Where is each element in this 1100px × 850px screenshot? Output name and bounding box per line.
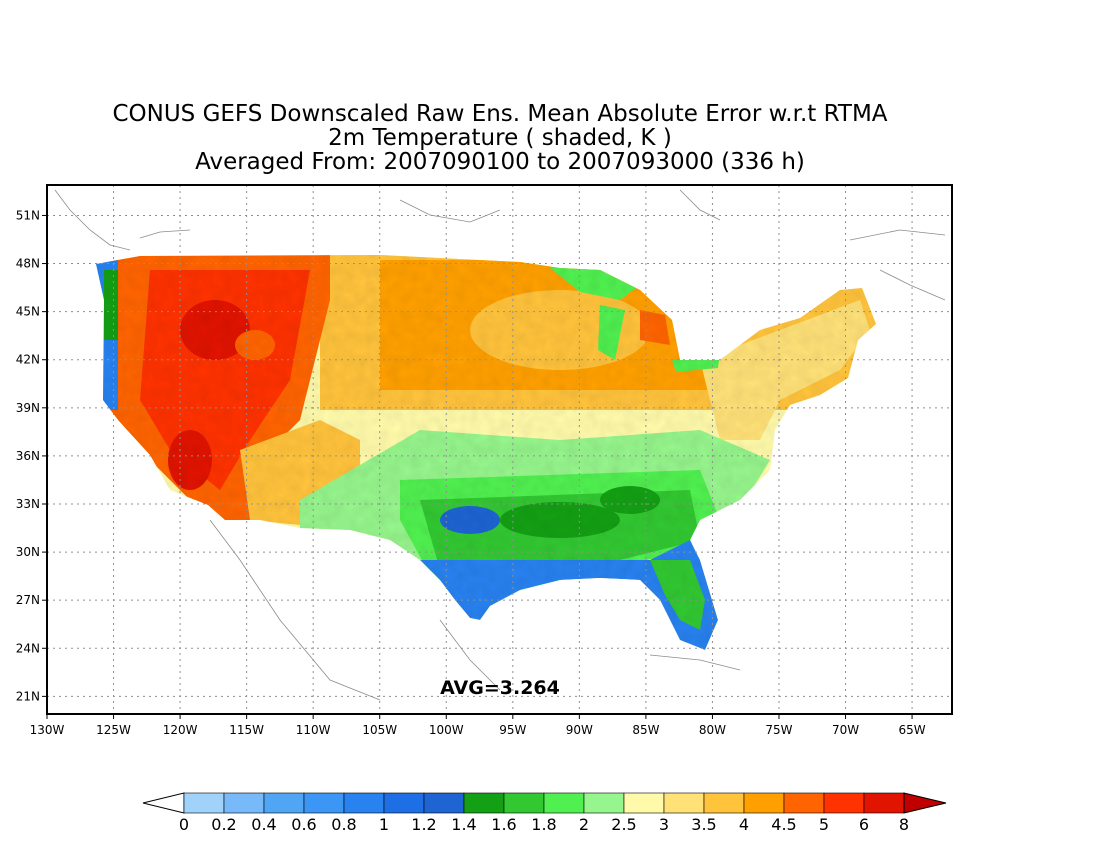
colorbar-tick-label: 0.4 [251,815,276,834]
title-line-1: CONUS GEFS Downscaled Raw Ens. Mean Abso… [112,101,888,127]
colorbar-tick-label: 0.8 [331,815,356,834]
colorbar-swatch [263,792,305,814]
lon-tick-label: 130W [30,723,65,737]
colorbar-tick-label: 1.2 [411,815,436,834]
colorbar-swatch [503,792,545,814]
avg-annotation: AVG=3.264 [440,677,560,699]
colorbar-swatch [703,792,745,814]
lat-tick-label: 27N [16,593,40,607]
colorbar-swatch [583,792,625,814]
lon-tick-label: 70W [832,723,859,737]
colorbar-swatch [463,792,505,814]
colorbar-tick-label: 4 [739,815,749,834]
lat-tick-label: 30N [16,545,40,559]
colorbar-tick-label: 4.5 [771,815,796,834]
lon-tick-label: 95W [499,723,526,737]
lon-tick-label: 90W [566,723,593,737]
lon-tick-label: 115W [229,723,264,737]
colorbar-under-triangle [142,792,185,814]
colorbar-swatch [783,792,825,814]
colorbar-tick-label: 0 [179,815,189,834]
lat-tick-label: 48N [16,257,40,271]
lon-tick-label: 75W [765,723,792,737]
lat-tick-label: 39N [16,401,40,415]
lon-tick-label: 65W [899,723,926,737]
colorbar-swatch [543,792,585,814]
lat-tick-label: 24N [16,641,40,655]
colorbar-tick-label: 5 [819,815,829,834]
colorbar-tick-label: 1 [379,815,389,834]
lon-tick-label: 120W [163,723,198,737]
coastline-outlines [54,189,946,701]
colorbar-swatch [823,792,865,814]
lat-tick-label: 33N [16,497,40,511]
colorbar-tick-label: 0.6 [291,815,316,834]
colorbar-tick-label: 1.8 [531,815,556,834]
colorbar-swatch [863,792,905,814]
colorbar-swatch [303,792,345,814]
colorbar-tick-label: 2 [579,815,589,834]
colorbar-swatch [663,792,705,814]
lat-tick-label: 36N [16,449,40,463]
map-title: CONUS GEFS Downscaled Raw Ens. Mean Abso… [0,102,1000,174]
title-line-3: Averaged From: 2007090100 to 2007093000 … [195,149,805,175]
lon-tick-label: 100W [429,723,464,737]
colorbar-swatch [223,792,265,814]
colorbar-swatch [743,792,785,814]
colorbar-swatch [383,792,425,814]
title-line-2: 2m Temperature ( shaded, K ) [328,125,672,151]
colorbar: 0 0.2 0.4 0.6 0.8 1 1.2 1.4 1.6 1.8 2 2.5 3 3.5 4 4.5 5 6… [142,792,947,834]
colorbar-over-triangle [903,792,947,814]
colorbar-swatch [623,792,665,814]
plot-frame [46,184,953,715]
lat-tick-label: 45N [16,305,40,319]
lat-tick-label: 42N [16,353,40,367]
colorbar-swatch [423,792,465,814]
colorbar-swatch [183,792,225,814]
lon-tick-label: 80W [699,723,726,737]
graticule [47,185,952,714]
colorbar-tick-label: 0.2 [211,815,236,834]
lon-tick-label: 105W [362,723,397,737]
colorbar-swatch [343,792,385,814]
lat-tick-label: 21N [16,689,40,703]
colorbar-tick-label: 1.6 [491,815,516,834]
colorbar-tick-label: 1.4 [451,815,476,834]
colorbar-tick-label: 3 [659,815,669,834]
colorbar-tick-label: 2.5 [611,815,636,834]
latitude-tick-labels: 51N 48N 45N 42N 39N 36N 33N 30N 27N 24N 21N [16,208,47,703]
lon-tick-label: 110W [296,723,331,737]
colorbar-tick-label: 8 [899,815,909,834]
longitude-tick-labels: 130W 125W 120W 115W 110W 105W 100W 95W 90W 85W 80W… [30,714,926,737]
colorbar-tick-label: 6 [859,815,869,834]
lat-tick-label: 51N [16,208,40,222]
lon-tick-label: 125W [96,723,131,737]
lon-tick-label: 85W [632,723,659,737]
colorbar-tick-label: 3.5 [691,815,716,834]
